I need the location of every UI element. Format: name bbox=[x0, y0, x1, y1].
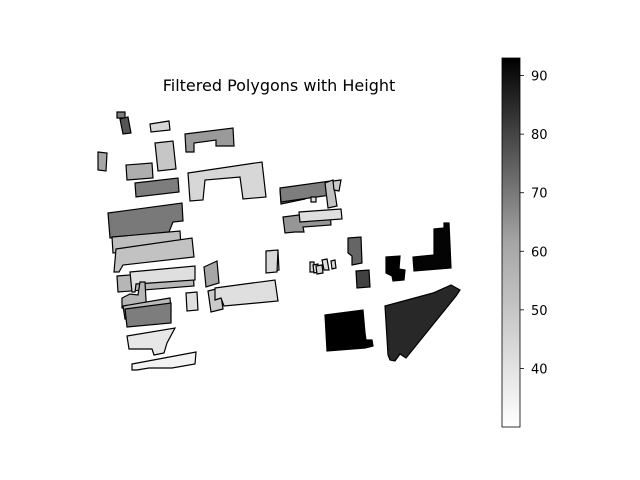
building-polygon-p26 bbox=[185, 291, 199, 312]
building-polygon-p20 bbox=[203, 260, 220, 288]
building-polygon-p7 bbox=[125, 162, 154, 181]
colorbar-tick-label: 50 bbox=[531, 304, 548, 319]
building-polygon-p28 bbox=[214, 279, 279, 307]
building-polygon-p9 bbox=[187, 161, 267, 202]
building-polygon-p25 bbox=[131, 351, 197, 371]
building-polygon-p37 bbox=[315, 264, 324, 275]
building-polygon-p40 bbox=[385, 255, 406, 282]
colorbar-ticks: 40 50 60 70 80 90 bbox=[520, 70, 548, 377]
chart-title: Filtered Polygons with Height bbox=[163, 76, 396, 95]
building-polygon-p4 bbox=[184, 127, 235, 153]
building-polygon-p39 bbox=[355, 269, 371, 289]
colorbar-tick-label: 90 bbox=[531, 70, 548, 85]
building-polygon-p1 bbox=[116, 111, 126, 119]
building-polygon-p3 bbox=[149, 120, 171, 133]
building-polygon-p34 bbox=[321, 258, 330, 271]
building-polygon-p43 bbox=[384, 284, 461, 362]
building-polygon-p31 bbox=[124, 302, 172, 328]
building-polygon-p16 bbox=[298, 208, 343, 223]
building-polygon-p14 bbox=[332, 179, 342, 192]
building-polygon-p15 bbox=[310, 196, 317, 203]
building-polygon-p24 bbox=[126, 327, 177, 356]
colorbar-gradient bbox=[501, 57, 521, 428]
polygon-layer bbox=[97, 111, 461, 371]
building-polygon-p8 bbox=[134, 177, 180, 198]
building-polygon-p42 bbox=[324, 309, 374, 352]
building-polygon-p5 bbox=[97, 151, 108, 172]
colorbar-tick-label: 40 bbox=[531, 362, 548, 377]
colorbar-tick-label: 70 bbox=[531, 187, 548, 202]
building-polygon-p11 bbox=[279, 180, 332, 203]
building-polygon-p35 bbox=[330, 259, 337, 270]
building-polygon-p41 bbox=[412, 222, 452, 272]
colorbar-tick-label: 60 bbox=[531, 245, 548, 260]
building-polygon-p17 bbox=[107, 202, 184, 239]
building-polygon-p38 bbox=[347, 236, 363, 266]
building-polygon-p2 bbox=[119, 116, 132, 135]
building-polygon-p23 bbox=[129, 265, 196, 293]
colorbar-tick-label: 80 bbox=[531, 128, 548, 143]
building-polygon-p6 bbox=[154, 140, 177, 172]
building-polygon-p19 bbox=[113, 237, 195, 273]
building-polygon-p32 bbox=[265, 249, 279, 274]
colorbar: 40 50 60 70 80 90 bbox=[501, 57, 548, 428]
